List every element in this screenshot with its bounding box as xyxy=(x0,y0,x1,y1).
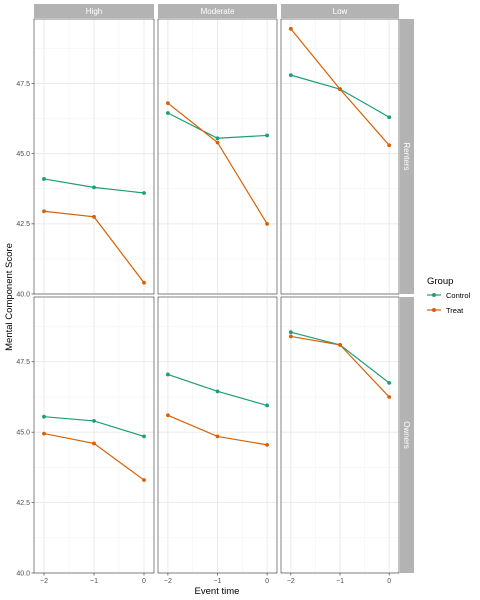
panel-renters-low xyxy=(280,18,400,295)
y-tick-label: 40.0 xyxy=(16,570,30,577)
data-point-control xyxy=(42,414,46,419)
data-point-control xyxy=(265,403,269,408)
panel-owners-moderate: −2 −1 0 xyxy=(157,296,278,585)
data-point-treat xyxy=(92,441,96,446)
strip-owners-label: Owners xyxy=(402,421,411,449)
strip-low xyxy=(281,4,399,18)
y-tick-label: 47.5 xyxy=(16,359,30,366)
x-tick-label: −1 xyxy=(336,578,344,585)
panel-renters-moderate xyxy=(157,18,278,295)
data-point-control xyxy=(166,111,170,115)
panel-owners-low: −2 −1 0 xyxy=(280,296,400,585)
data-point-control xyxy=(215,389,220,394)
legend-entry-control: Control xyxy=(427,291,471,300)
panel-renters-high: 40.0 42.5 45.0 47.5 xyxy=(16,18,155,298)
y-tick-label: 45.0 xyxy=(16,430,30,437)
panel-renters-high-border xyxy=(33,18,155,295)
data-point-treat xyxy=(166,413,170,418)
data-point-control xyxy=(142,434,146,439)
panel-renters-moderate-border xyxy=(157,18,278,295)
data-point-treat xyxy=(338,342,342,347)
data-point-treat xyxy=(288,334,293,339)
strip-moderate-label: Moderate xyxy=(201,7,235,16)
strip-high xyxy=(34,4,154,18)
data-point-treat xyxy=(166,101,170,106)
x-tick-label: −2 xyxy=(40,578,48,585)
strip-moderate xyxy=(158,4,277,18)
strip-owners xyxy=(400,297,414,573)
legend-key-control-point xyxy=(432,293,436,297)
data-point-treat xyxy=(265,442,269,447)
legend-label-treat: Treat xyxy=(446,306,464,315)
x-tick-label: 0 xyxy=(387,578,391,585)
data-point-control xyxy=(387,115,392,120)
strip-low-label: Low xyxy=(333,7,348,16)
y-tick-label: 42.5 xyxy=(16,221,30,228)
y-tick-label: 42.5 xyxy=(16,500,30,507)
data-point-control xyxy=(288,73,293,78)
x-tick-label: −1 xyxy=(214,578,222,585)
data-point-treat xyxy=(288,26,293,31)
data-point-treat xyxy=(42,431,46,436)
y-tick-label: 47.5 xyxy=(16,81,30,88)
legend: Group Control Treat xyxy=(427,276,471,315)
data-point-treat xyxy=(42,209,46,214)
data-point-control xyxy=(215,136,220,141)
legend-entry-treat: Treat xyxy=(427,306,464,315)
y-axis-title: Mental Component Score xyxy=(4,243,15,351)
data-point-control xyxy=(387,380,392,385)
data-point-control xyxy=(42,177,46,181)
legend-title: Group xyxy=(427,276,453,287)
data-point-control xyxy=(166,372,170,377)
data-point-control xyxy=(92,419,96,423)
data-point-control xyxy=(288,330,293,335)
strip-renters-label: Renters xyxy=(402,142,411,170)
data-point-treat xyxy=(142,478,146,482)
x-tick-label: −2 xyxy=(164,578,172,585)
x-tick-label: 0 xyxy=(142,578,146,585)
data-point-control xyxy=(265,133,269,138)
data-point-treat xyxy=(215,434,220,439)
data-point-treat xyxy=(387,143,392,148)
data-point-treat xyxy=(338,87,342,92)
legend-label-control: Control xyxy=(446,291,471,300)
data-point-control xyxy=(142,191,146,195)
x-tick-label: −2 xyxy=(287,578,295,585)
data-point-control xyxy=(92,185,96,190)
column-strips: High Moderate Low xyxy=(34,4,399,18)
data-point-treat xyxy=(92,214,96,219)
data-point-treat xyxy=(265,221,269,226)
panel-renters-low-border xyxy=(280,18,400,295)
y-tick-label: 45.0 xyxy=(16,151,30,158)
panel-owners-high: 40.0 42.5 45.0 47.5 −2 −1 0 xyxy=(16,296,155,585)
panels: 40.042.545.047.540.042.545.047.5−2 −1 0 −2−… xyxy=(16,18,400,585)
y-tick-label: 40.0 xyxy=(16,291,30,298)
data-point-treat xyxy=(387,395,392,399)
strip-renters xyxy=(400,19,414,294)
x-tick-label: 0 xyxy=(265,578,269,585)
strip-high-label: High xyxy=(86,7,102,16)
x-tick-label: −1 xyxy=(90,578,98,585)
legend-key-treat-point xyxy=(432,308,436,312)
data-point-treat xyxy=(142,280,146,285)
data-point-treat xyxy=(215,140,220,145)
row-strips: Renters Owners xyxy=(400,19,414,573)
x-axis-title: Event time xyxy=(195,586,240,597)
